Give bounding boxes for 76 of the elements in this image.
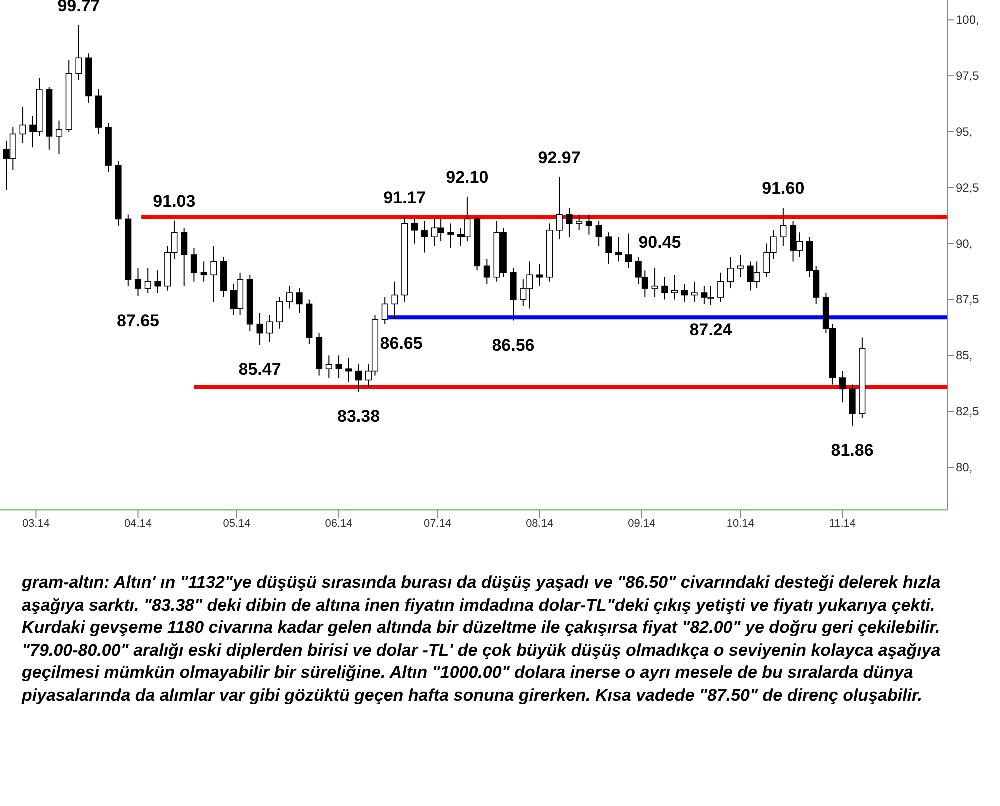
candlestick [20,106,26,144]
annotation: 92.10 [446,168,489,187]
annotation: 87.24 [690,320,733,340]
candlestick [346,357,352,383]
annotation: 81.86 [831,440,874,460]
annotation: 83.38 [338,406,380,426]
text: gram-altın: Altın' ın "1132"ye düşüşü sırasında burası da düşüş yaşadı ve "86.50" civarındaki desteği delerek hızla aşağıya sarktı. "83.38" deki dibin de altına inen fiyatın imdadına dolar-TL"deki çıkış yetişti ve fiyatı yukarıya çekti. Kurdaki gevşeme 1180 civarına kadar gelen altında bir düzeltme ile çakışırsa fiyat "82.00" ye doğru geri çekilebilir. "79.00-80.00" aralığı eski diplerden birisi ve dolar -TL' de çok büyük düşüş olmadıkça o seviyenin kolayca aşağıya geçilmesi mümkün olmayabilir bir süreliğine. Altın "1000.00" dolara inerse o ayrı mesele de bu sıralarda dünya piyasalarında da alımlar var gibi gözüktü geçen hafta sonuna girerken. Kısa vadede "87.50" de direnç oluşabilir. [22,572,942,706]
annotation: 87.65 [116,311,160,330]
candlestick [421,220,428,254]
candlestick [718,272,724,302]
y-tick-label: 82,5 [956,404,980,419]
candlestick [356,364,362,392]
x-tick-label: 10.14 [726,518,754,530]
candlestick [652,268,658,298]
candlestick [392,281,398,320]
candlestick [839,370,846,404]
candlestick [296,288,303,314]
candlestick [737,254,744,278]
candlestick [576,214,583,231]
x-tick-label: 09.14 [628,518,656,530]
candlestick [411,218,418,244]
candlestick [154,270,162,294]
y-tick-label: 92,5 [956,180,980,195]
x-tick-label: 08.14 [526,518,554,530]
candlestick [681,284,688,302]
candlestick [536,263,544,287]
y-tick-label: 97,5 [956,69,980,84]
candlestick [382,297,388,325]
candlestick [276,297,284,330]
candlestick [566,208,573,238]
candlestick [256,312,264,346]
candlestick [286,286,293,310]
candlestick [556,176,563,240]
annotation: 91.03 [153,192,196,211]
candlestick [484,258,490,285]
candlestick [448,223,454,249]
candlestick [56,120,63,155]
x-tick-label: 03.14 [22,518,50,530]
annotation: 91.60 [762,179,805,198]
x-tick-label: 07.14 [424,518,452,530]
annotation: 92.97 [538,148,581,168]
annotation: 86.65 [380,334,423,353]
candlestick [586,214,592,236]
candlestick [144,268,152,294]
candlestick [181,228,188,287]
candlestick [596,220,602,247]
candlestick [672,274,678,300]
y-tick-label: 80, [956,460,973,474]
candlestick [780,208,787,247]
candlestick [336,355,342,379]
candlestick [616,236,622,262]
candlestick [200,261,208,282]
x-tick-label: 04.14 [124,518,152,530]
annotation: 86.56 [492,336,535,355]
candlestick [727,256,734,290]
y-tick-label: 100, [956,13,980,28]
y-tick-label: 85, [956,348,973,363]
annotation: 91.17 [384,188,426,208]
y-tick-label: 90, [956,236,973,251]
candlestick [326,355,332,379]
annotation: 85.47 [238,360,282,380]
x-tick-label: 05.14 [223,518,251,530]
candlestick [691,281,698,302]
candlestick [606,232,612,264]
candlestick [76,24,82,82]
candlestick [662,276,668,300]
y-tick-label: 87,5 [956,292,980,307]
candlestick [210,246,218,302]
candlestick [134,268,142,297]
annotation: 90.45 [638,232,682,252]
x-tick-label: 06.14 [325,518,353,530]
candlestick [190,248,198,282]
y-tick-label: 95, [956,124,973,139]
candlestick [266,314,274,343]
x-tick-label: 11.14 [829,518,856,530]
candlestick [625,233,632,269]
